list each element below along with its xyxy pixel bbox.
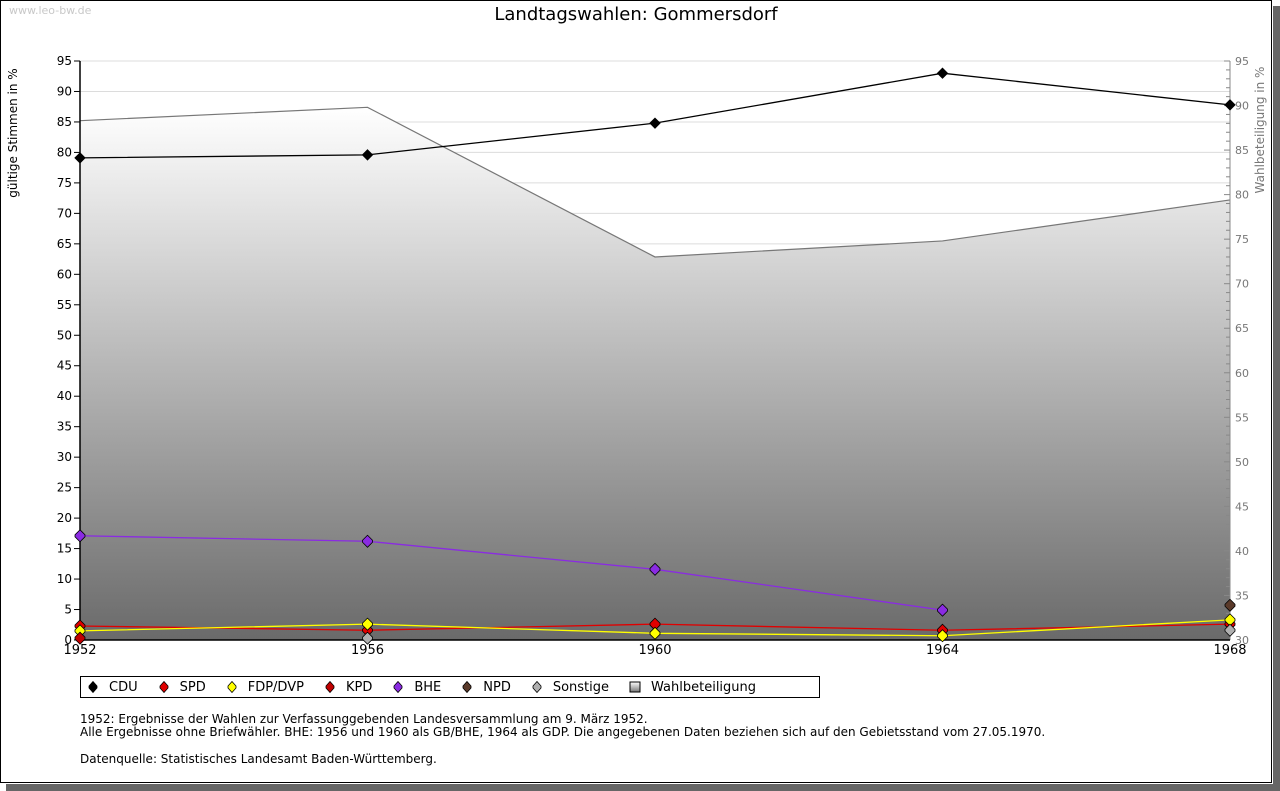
y2-tick-label: 55 <box>1235 411 1249 424</box>
legend-diamond-icon <box>87 680 99 694</box>
data-point-npd <box>1224 598 1236 612</box>
y2-tick-label: 50 <box>1235 456 1249 469</box>
legend-diamond-icon <box>226 680 238 694</box>
y-tick-label: 60 <box>57 267 72 281</box>
data-point-bhe <box>362 534 373 548</box>
y-tick-label: 50 <box>57 328 72 342</box>
y-tick-label: 70 <box>57 206 72 220</box>
chart-title: Landtagswahlen: Gommersdorf <box>494 4 778 25</box>
frame-shadow-right <box>1273 6 1280 791</box>
legend-item-sonstige: Sonstige <box>531 680 609 695</box>
legend-label: CDU <box>109 679 138 695</box>
y-axis-label-left: gültige Stimmen in % <box>6 68 20 197</box>
legend-item-kpd: KPD <box>324 680 372 695</box>
legend-diamond-icon <box>531 680 543 694</box>
y-tick-label: 45 <box>57 359 72 373</box>
data-point-fdp-dvp <box>649 626 661 640</box>
legend-label: Sonstige <box>552 679 610 695</box>
watermark: www.leo-bw.de <box>9 4 92 17</box>
data-point-cdu <box>1224 99 1236 111</box>
data-point-cdu <box>74 152 86 164</box>
y-tick-label: 95 <box>57 54 72 68</box>
x-axis: 1952 1956 1960 1964 1968 <box>63 639 1247 658</box>
y2-tick-label: 70 <box>1235 278 1249 291</box>
legend-item-fdp-dvp: FDP/DVP <box>226 680 304 695</box>
data-point-kpd <box>74 631 86 645</box>
y-tick-label: 85 <box>57 115 72 129</box>
frame-shadow-bottom <box>6 784 1280 791</box>
y-tick-label: 80 <box>57 145 72 159</box>
y-axis-label-right: Wahlbeteiligung in % <box>1253 67 1267 194</box>
data-point-bhe <box>649 562 661 576</box>
data-point-fdp-dvp <box>937 629 948 643</box>
data-point-sonstige <box>362 631 373 645</box>
series-line-bhe <box>79 535 943 611</box>
footnotes: 1952: Ergebnisse der Wahlen zur Verfassu… <box>80 713 1045 739</box>
data-source: Datenquelle: Statistisches Landesamt Bad… <box>80 752 437 766</box>
x-tick-label: 1952 <box>63 643 96 658</box>
chart-svg: 0 5 10 15 20 25 30 35 40 45 50 55 60 65 70 75 80 85 90 95 3… <box>6 54 1267 658</box>
turnout-line <box>79 106 1231 258</box>
data-point-cdu <box>936 67 949 79</box>
legend-label: FDP/DVP <box>247 679 304 695</box>
data-point-sonstige <box>1224 623 1236 637</box>
y2-tick-label: 95 <box>1235 55 1249 68</box>
x-tick-label: 1960 <box>638 643 671 658</box>
legend-diamond-icon <box>392 680 404 694</box>
y-tick-label: 15 <box>57 542 72 556</box>
legend-item-bhe: BHE <box>392 680 441 695</box>
legend: CDU SPD FDP/DVP KPD BHE NPD Sonstige Wahlbeteil… <box>80 676 820 698</box>
legend-label: BHE <box>414 679 442 695</box>
y2-tick-label: 45 <box>1235 500 1249 513</box>
x-tick-label: 1964 <box>926 643 959 658</box>
y-tick-label: 35 <box>57 420 72 434</box>
data-point-fdp-dvp <box>362 617 373 631</box>
legend-label: KPD <box>345 679 373 695</box>
y-tick-label: 65 <box>57 237 72 251</box>
y-tick-label: 0 <box>64 633 72 647</box>
y2-tick-label: 90 <box>1235 100 1249 113</box>
y-tick-label: 40 <box>57 389 72 403</box>
turnout-area <box>80 107 1230 640</box>
y2-tick-label: 75 <box>1235 233 1249 246</box>
y-tick-label: 55 <box>57 298 72 312</box>
data-point-bhe <box>74 529 86 543</box>
x-tick-label: 1956 <box>351 643 384 658</box>
y-axis-right: 30 35 40 45 50 55 60 65 70 75 80 85 90 95 <box>1224 55 1249 647</box>
y-tick-label: 10 <box>57 572 72 586</box>
y-tick-label: 20 <box>57 511 72 525</box>
y2-tick-label: 65 <box>1235 322 1249 335</box>
legend-item-npd: NPD <box>461 680 511 695</box>
x-tick-label: 1968 <box>1213 643 1246 658</box>
data-point-cdu <box>361 149 374 161</box>
legend-label: SPD <box>179 679 206 695</box>
legend-diamond-icon <box>158 680 170 694</box>
y-tick-label: 30 <box>57 450 72 464</box>
data-point-cdu <box>649 117 661 129</box>
y-tick-label: 75 <box>57 176 72 190</box>
y-tick-label: 90 <box>57 84 72 98</box>
y2-tick-label: 80 <box>1235 189 1249 202</box>
legend-square-icon <box>629 681 641 693</box>
series-markers <box>74 67 1236 645</box>
legend-item-spd: SPD <box>158 680 206 695</box>
legend-label: NPD <box>483 679 511 695</box>
y2-tick-label: 60 <box>1235 367 1249 380</box>
legend-item-wahlbeteiligung: Wahlbeteiligung <box>629 680 756 695</box>
y-axis-left: 0 5 10 15 20 25 30 35 40 45 50 55 60 65 70 75 80 85 90 95 <box>57 54 81 647</box>
footnote-general: Alle Ergebnisse ohne Briefwähler. BHE: 1… <box>80 725 1046 739</box>
legend-label: Wahlbeteiligung <box>651 679 757 695</box>
y2-tick-label: 35 <box>1235 589 1249 602</box>
footnote-1952: 1952: Ergebnisse der Wahlen zur Verfassu… <box>80 712 648 726</box>
y2-tick-label: 30 <box>1235 634 1249 647</box>
legend-item-cdu: CDU <box>87 680 138 695</box>
legend-diamond-icon <box>461 680 473 694</box>
data-point-bhe <box>937 603 948 617</box>
y2-tick-label: 40 <box>1235 545 1249 558</box>
y2-tick-label: 85 <box>1235 144 1249 157</box>
legend-diamond-icon <box>324 680 336 694</box>
y-tick-label: 25 <box>57 481 72 495</box>
y-tick-label: 5 <box>64 603 72 617</box>
